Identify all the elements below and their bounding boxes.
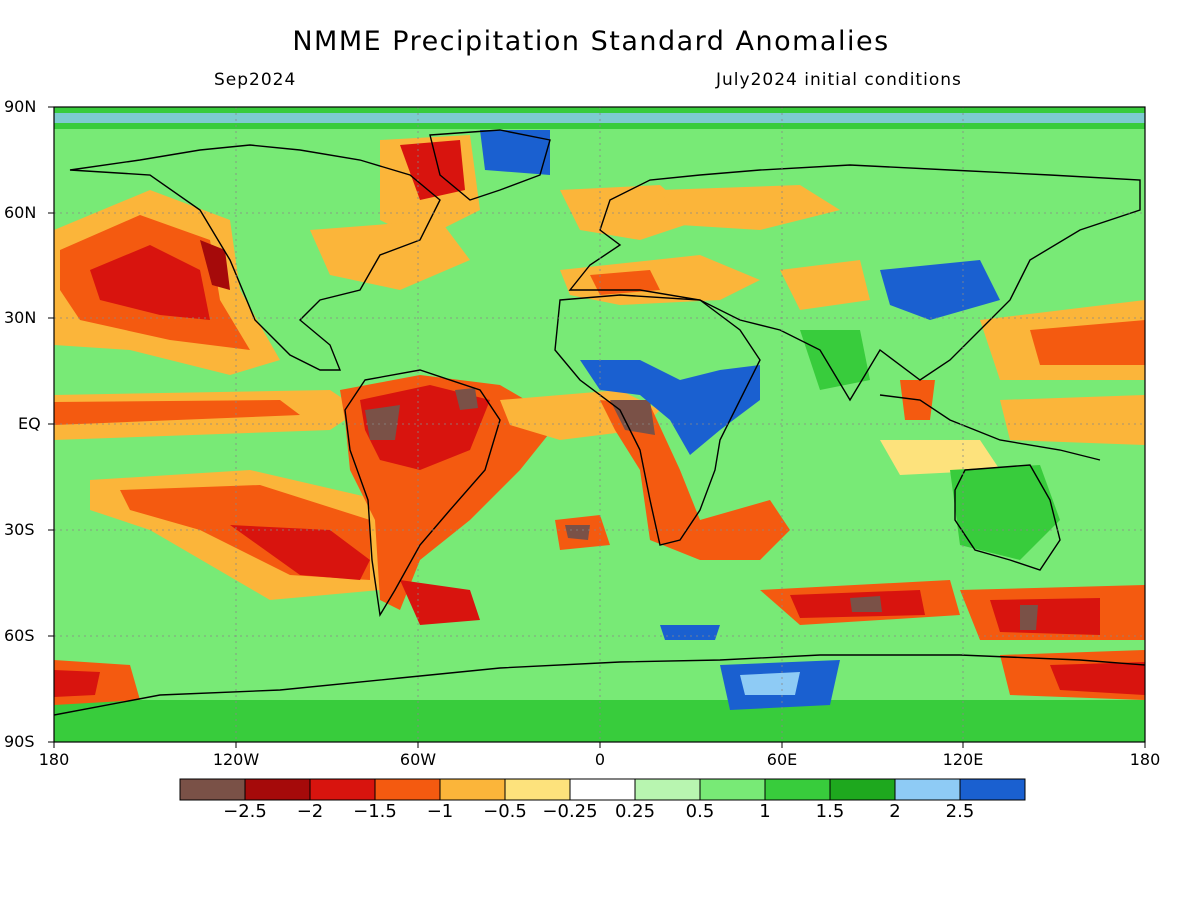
indonesia-dry [880,440,1000,475]
colorbar-swatch [374,778,441,801]
colorbar-label: 1.5 [815,801,845,822]
antarctic-band [54,700,1145,742]
ne-pacific-extreme [200,240,230,290]
southern-indian-extreme [850,596,882,612]
colorbar-swatch [504,778,571,801]
north-atlantic-dry [310,220,470,290]
axis-ticks [48,106,1146,748]
colorbar-swatch [764,778,831,801]
colorbar-label: −2 [296,801,324,822]
colorbar-label: −1.5 [353,801,397,822]
colorbar-label: −1 [426,801,454,822]
coastlines [54,129,1145,716]
lon-label-120w: 120W [212,750,260,769]
lat-label-90n: 90N [4,97,37,116]
india-wet [800,330,870,390]
central-asia-dry [780,260,870,310]
colorbar-swatch [699,778,766,801]
north-pacific-very-dry [90,245,210,320]
lat-label-30n: 30N [4,308,37,327]
colorbar-label: −2.5 [223,801,267,822]
lon-label-60e: 60E [766,750,798,769]
tasman-extreme [1020,605,1038,630]
sahel-wet [580,360,760,455]
arctic-wet [480,130,550,175]
south-atlantic-extreme [565,525,590,540]
ross-very-dry [1050,662,1145,695]
west-pacific-dry-core [1030,320,1145,365]
colorbar-swatch [439,778,506,801]
colorbar-label: 2.5 [945,801,975,822]
colorbar-swatch [894,778,961,801]
grid-lines [54,107,1145,742]
lon-label-60w: 60W [399,750,437,769]
lat-label-60s: 60S [4,626,35,645]
colorbar-swatch [179,778,246,801]
colorbar-label: −0.5 [483,801,527,822]
colorbar-swatch [569,778,636,801]
mediterranean-very-dry [590,270,660,295]
colorbar [179,778,1026,801]
lat-label-eq: EQ [18,414,41,433]
forecast-month: Sep2024 [214,70,297,90]
lat-label-60n: 60N [4,203,37,222]
colorbar-label: 0.25 [614,801,656,822]
colorbar-swatch [634,778,701,801]
australia-wet [950,465,1060,560]
colorbar-label: 2 [889,801,901,822]
eq-pacific-dry-core [54,400,300,425]
southern-ocean-wet [660,625,720,640]
south-atlantic-dry [400,580,480,625]
siberia-dry [660,185,840,230]
eq-west-pacific-dry [1000,395,1145,445]
colorbar-swatch [309,778,376,801]
lon-label-120e: 120E [942,750,984,769]
colorbar-label: 0.5 [685,801,715,822]
map-title: NMME Precipitation Standard Anomalies [292,26,890,57]
antarctic-wet-core [740,672,800,695]
colorbar-swatch [829,778,896,801]
tasman-very-dry [990,598,1100,635]
china-wet [880,260,1000,320]
colorbar-swatch [959,778,1026,801]
initial-conditions: July2024 initial conditions [716,70,962,90]
lon-label-180w: 180 [38,750,70,769]
map-field [54,107,1145,742]
amazon-extreme-2 [455,388,478,410]
central-africa-extreme [610,400,655,435]
lat-label-90s: 90S [4,732,35,751]
lon-label-180e: 180 [1129,750,1161,769]
southern-africa-dry [600,400,790,560]
greenland-very-dry [400,140,465,200]
amazon-extreme [365,405,400,440]
colorbar-label: 1 [759,801,771,822]
amundsen-very-dry [54,670,100,697]
arctic-wet-strip [54,113,1145,123]
lon-label-0: 0 [594,750,606,769]
south-pacific-very-dry [230,525,370,580]
colorbar-swatch [244,778,311,801]
colorbar-label: −0.25 [542,801,598,822]
lat-label-30s: 30S [4,520,35,539]
